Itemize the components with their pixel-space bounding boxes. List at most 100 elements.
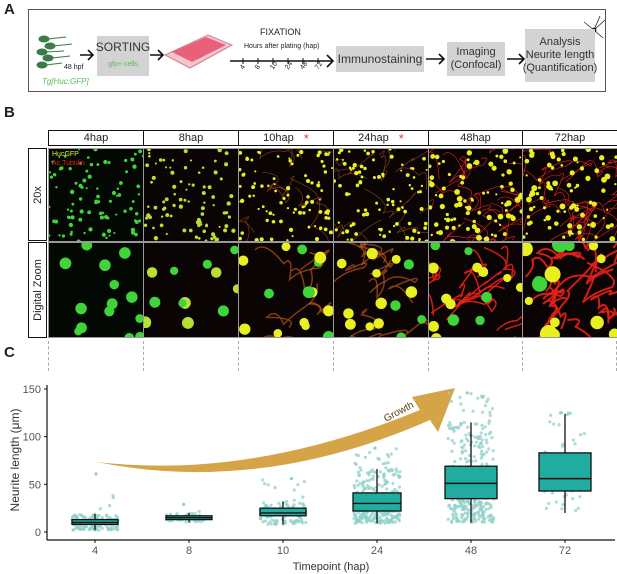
data-point [368,515,373,519]
data-point [459,501,463,505]
data-point [473,500,477,504]
data-point [478,514,482,519]
data-point [369,485,373,490]
data-point [464,433,468,437]
data-point [395,489,399,493]
micrograph-zoom-72hap [522,242,617,338]
data-point [458,457,463,461]
data-point [356,470,360,474]
data-point [378,515,382,519]
data-point [484,507,488,511]
data-point [461,513,465,517]
data-point [561,502,565,507]
data-point [465,460,469,464]
data-point [98,524,102,528]
fixation-label: FIXATION [260,27,301,37]
data-point [386,461,390,465]
data-point [459,440,463,444]
data-point [490,520,495,524]
data-point [460,507,464,512]
workflow-arrows [80,15,606,69]
data-point [485,441,489,445]
panel-c-label: C [4,344,15,361]
data-point [476,517,481,521]
data-point [455,519,459,524]
data-point [111,496,115,500]
data-point [369,477,374,481]
analysis-sublabel: Neurite length [525,49,595,61]
data-point [561,442,565,446]
data-point [292,498,296,502]
data-point [354,513,358,517]
data-point [107,504,112,508]
data-point [476,435,480,439]
data-point [381,519,385,523]
data-point [371,474,376,478]
data-point [462,420,466,425]
data-point [578,433,583,437]
data-point [574,508,578,513]
data-point [356,510,360,515]
data-point [383,521,387,525]
data-point [480,449,484,453]
data-point [481,505,486,509]
data-point [458,395,462,399]
data-point [448,426,452,431]
data-point [261,501,266,505]
data-point [387,511,391,515]
data-point [483,520,487,524]
data-point [557,423,561,427]
data-point [459,422,463,426]
data-point [199,519,203,524]
micrograph-zoom-4hap [48,242,144,338]
data-point [474,440,479,444]
data-point [363,487,367,491]
data-point [296,483,300,487]
data-point [476,396,480,400]
data-point [266,483,270,487]
data-point [72,513,77,517]
data-point [486,397,490,401]
data-point [473,444,477,448]
column-header-8hap: 8hap [143,130,239,146]
data-point [486,515,490,519]
column-divider [143,341,144,371]
data-point [391,481,395,485]
data-point [462,443,467,447]
data-point [74,526,78,531]
data-point [483,502,487,506]
x-tick-label: 4 [92,545,98,557]
data-point [479,452,483,456]
data-point [465,512,470,516]
imaging-label: Imaging [456,46,496,58]
column-divider [522,341,523,371]
data-point [368,450,372,455]
box-10 [259,507,307,517]
data-point [355,479,359,483]
row-label-20x: 20x [28,148,47,241]
data-point [578,495,582,499]
legend-hucgfp: HucGFP [52,151,79,158]
data-point [482,394,486,398]
column-header-72hap: 72hap [522,130,617,146]
data-point [485,462,489,466]
zebrafish-larvae-icon [36,35,73,69]
data-point [372,470,377,474]
data-point [474,519,478,523]
y-tick-label: 150 [23,384,41,396]
sorting-subtitle: gfp+ cells [108,61,138,68]
analysis-sublabel-2: (Quantification) [522,62,598,74]
data-point [450,519,454,523]
legend-actubulin: Ac.Tubulin [52,160,85,167]
data-point [113,525,117,529]
data-point [571,496,575,501]
data-point [452,426,456,430]
data-point [461,408,466,413]
data-point [360,521,364,525]
data-point [490,436,494,440]
hours-label: Hours after plating (hap) [244,43,320,50]
data-point [352,486,357,490]
data-point [356,483,360,488]
